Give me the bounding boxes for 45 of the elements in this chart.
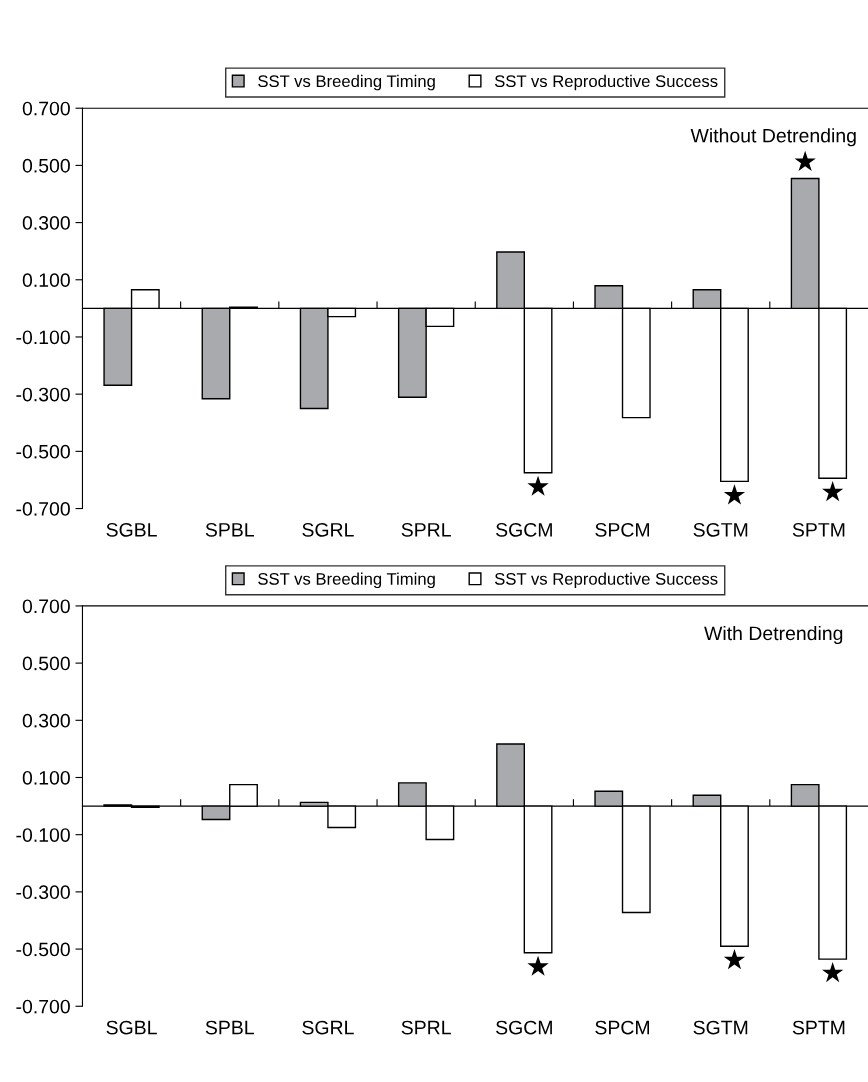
x-tick-label: SGRL [302, 522, 354, 537]
x-tick-label: SGTM [693, 522, 748, 537]
x-tick-label: SGTM [693, 1020, 748, 1035]
y-tick-label: 0.500 [22, 158, 70, 173]
annotation: ★ [794, 150, 816, 172]
legend-label: SST vs Reproductive Success [494, 74, 718, 91]
y-tick-label: -0.700 [16, 502, 70, 516]
x-tick-label: SGBL [106, 1020, 157, 1035]
x-tick-label: SPTM [792, 522, 845, 537]
y-tick-label: -0.100 [16, 828, 70, 842]
x-tick-label: SPRL [401, 522, 451, 537]
annotation: With Detrending [704, 625, 843, 645]
y-tick-label: 0.100 [22, 770, 70, 785]
legend-label: SST vs Breeding Timing [258, 572, 435, 589]
x-tick-label: SPRL [401, 1020, 451, 1035]
y-tick-label: 0.100 [22, 273, 70, 288]
x-tick-label: SGCM [496, 1020, 552, 1035]
y-tick-label: 0.700 [22, 101, 70, 116]
y-tick-label: -0.300 [16, 387, 70, 402]
x-tick-label: SPTM [792, 1020, 845, 1035]
y-tick-label: -0.300 [16, 885, 70, 900]
x-tick-label: SPCM [595, 522, 650, 537]
x-tick-label: SPBL [205, 522, 254, 537]
x-tick-label: SPBL [205, 1020, 254, 1035]
annotation: ★ [527, 955, 549, 976]
x-tick-label: SPCM [595, 1020, 650, 1035]
annotation: ★ [822, 481, 844, 502]
y-tick-label: -0.500 [16, 942, 70, 957]
x-tick-label: SGCM [496, 522, 552, 537]
annotation: ★ [527, 475, 549, 496]
x-tick-label: SGBL [106, 522, 157, 537]
x-tick-label: SGRL [302, 1020, 354, 1035]
annotation: Without Detrending [690, 128, 856, 147]
legend-label: SST vs Reproductive Success [494, 572, 718, 589]
annotation: ★ [723, 949, 746, 970]
y-tick-label: -0.100 [16, 330, 70, 345]
y-tick-label: -0.500 [16, 444, 70, 459]
y-tick-label: 0.500 [22, 656, 70, 671]
y-tick-label: 0.300 [22, 216, 70, 230]
annotation: ★ [822, 961, 844, 983]
legend-label: SST vs Breeding Timing [258, 74, 435, 91]
y-tick-label: 0.700 [22, 599, 70, 614]
annotation: ★ [723, 484, 746, 505]
y-tick-label: 0.300 [22, 713, 70, 728]
y-tick-label: -0.700 [16, 999, 70, 1014]
